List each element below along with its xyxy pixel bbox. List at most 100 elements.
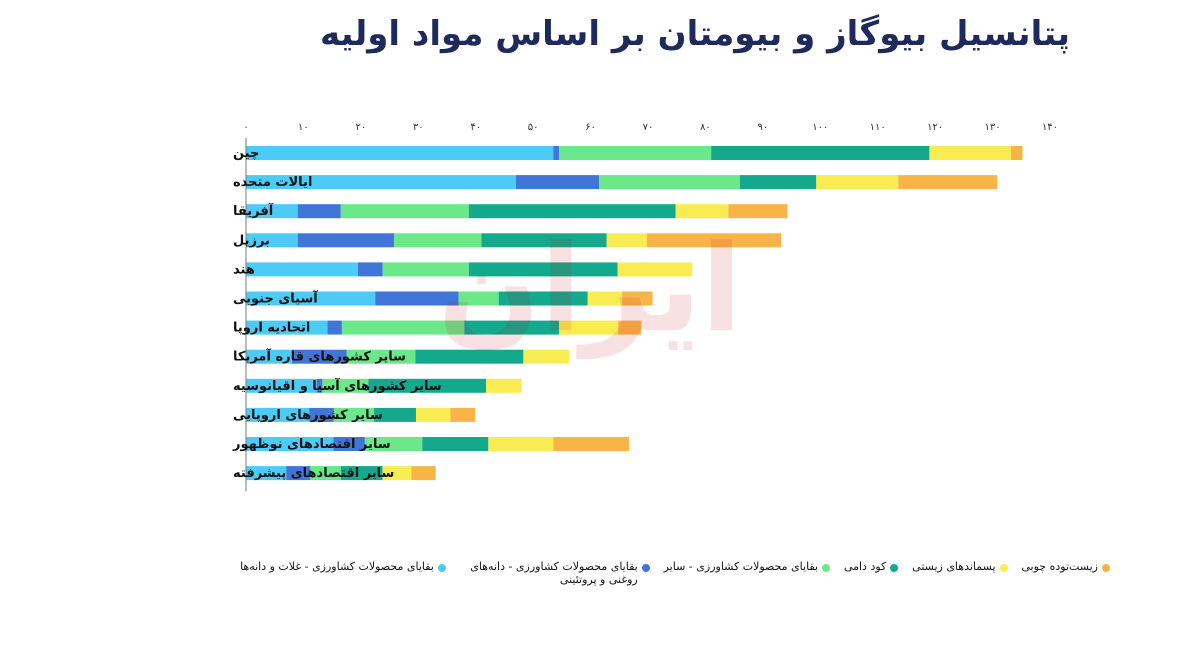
bar-segment: [675, 204, 729, 219]
bar-segment: [382, 262, 469, 277]
bar-segment: [327, 320, 342, 335]
bar-segment: [246, 320, 328, 335]
bar-segment: [333, 437, 365, 451]
x-tick-label: ۱۳۰: [985, 122, 1001, 133]
x-tick-label: ۱۲۰: [927, 122, 943, 133]
bar-segment: [488, 437, 554, 451]
bar-segment: [486, 378, 522, 393]
y-axis: چین ایالات متحده آفریقا برزیل هند آسیای جنوبی…: [232, 138, 442, 492]
bar-segment: [246, 291, 376, 306]
bar-segment: [599, 175, 740, 190]
bar-segment: [739, 175, 817, 190]
bar-segment: [468, 262, 618, 277]
bar-segment: [291, 349, 347, 364]
bar-segment: [523, 349, 570, 364]
x-tick-label: ۴۰: [470, 122, 481, 133]
bar-segment: [246, 262, 358, 277]
x-tick-label: ۱۰۰: [812, 122, 828, 133]
bar-segment: [364, 437, 423, 451]
category-label: ایالات متحده: [233, 175, 312, 190]
bar-segment: [394, 233, 482, 248]
bar-segment: [587, 291, 623, 306]
legend-item: بقایای محصولات کشاورزی - سایر: [663, 560, 831, 573]
bar-segment: [340, 466, 383, 481]
category-label: سایر کشورهای آسیا و اقیانوسیه: [233, 377, 442, 394]
x-tick-label: ۰: [243, 122, 248, 133]
bar-segment: [711, 146, 930, 160]
bar-segment: [382, 466, 412, 481]
legend-label: بقایای محصولات کشاورزی - دانه‌های روغنی …: [470, 560, 638, 586]
bar-segment: [618, 320, 642, 335]
bar-segment: [340, 204, 469, 219]
bar-segment: [558, 146, 712, 160]
legend-label: پسماندهای زیستی: [912, 560, 996, 573]
x-tick-label: ۸۰: [700, 122, 711, 133]
legend-swatch: [890, 564, 899, 572]
category-label: برزیل: [233, 233, 270, 248]
chart-legend: بقایای محصولات کشاورزی - غلات و دانه‌ها ب…: [240, 560, 1110, 586]
bar-segment: [415, 407, 451, 422]
legend-swatch: [822, 564, 831, 572]
legend-label: زیست‌توده چوبی: [1021, 560, 1098, 573]
bar-chart: ۰ ۱۰ ۲۰ ۳۰ ۴۰ ۵۰ ۶۰ ۷۰ ۸۰ ۹۰ ۱۰۰ ۱۱۰ ۱۲۰ ۱۳۰ ۱۴۰ چین ای…: [232, 122, 1058, 492]
bar-series: [246, 146, 1023, 481]
bar-segment: [246, 349, 292, 364]
bar-segment: [558, 320, 619, 335]
bar-segment: [246, 233, 298, 248]
legend-item: پسماندهای زیستی: [912, 560, 1008, 573]
bar-segment: [481, 233, 607, 248]
bar-segment: [646, 233, 782, 248]
bar-segment: [357, 262, 383, 277]
legend-label: بقایای محصولات کشاورزی - غلات و دانه‌ها: [240, 560, 434, 573]
bar-segment: [622, 291, 653, 306]
bar-segment: [309, 407, 334, 422]
bar-segment: [929, 146, 1011, 160]
bar-segment: [816, 175, 899, 190]
legend-label: کود دامی: [843, 560, 887, 573]
legend-item: زیست‌توده چوبی: [1021, 560, 1110, 573]
bar-segment: [422, 437, 489, 451]
category-label: سایر اقتصادهای نوظهور: [232, 437, 391, 452]
bar-segment: [515, 175, 600, 190]
legend-swatch: [437, 564, 446, 572]
bar-segment: [458, 291, 499, 306]
x-axis: ۰ ۱۰ ۲۰ ۳۰ ۴۰ ۵۰ ۶۰ ۷۰ ۸۰ ۹۰ ۱۰۰ ۱۱۰ ۱۲۰ ۱۳۰ ۱۴۰: [243, 122, 1058, 133]
bar-segment: [322, 378, 369, 393]
legend-swatch: [999, 564, 1008, 572]
x-tick-label: ۷۰: [643, 122, 654, 133]
legend-item: بقایای محصولات کشاورزی - دانه‌های روغنی …: [460, 560, 650, 586]
legend-swatch: [641, 564, 650, 572]
bar-segment: [316, 378, 323, 393]
bar-segment: [246, 466, 287, 481]
x-tick-label: ۱۱۰: [870, 122, 886, 133]
category-label: اتحادیه اروپا: [233, 321, 310, 336]
bar-segment: [297, 233, 395, 248]
bar-segment: [728, 204, 788, 219]
bar-segment: [375, 291, 459, 306]
bar-segment: [246, 437, 334, 451]
bar-segment: [246, 204, 298, 219]
category-label: سایر کشورهای اروپایی: [233, 408, 383, 423]
bar-segment: [450, 407, 476, 422]
chart-title: پتانسیل بیوگاز و بیومتان بر اساس مواد او…: [320, 14, 1070, 54]
legend-label: بقایای محصولات کشاورزی - سایر: [663, 560, 819, 573]
bar-segment: [606, 233, 647, 248]
bar-segment: [333, 407, 375, 422]
bar-segment: [898, 175, 998, 190]
x-tick-label: ۲۰: [355, 122, 366, 133]
category-label: آسیای جنوبی: [233, 290, 318, 307]
bar-segment: [246, 146, 554, 160]
bar-segment: [341, 320, 465, 335]
bar-segment: [297, 204, 341, 219]
bar-segment: [553, 146, 559, 160]
bar-segment: [368, 378, 487, 393]
bar-segment: [246, 378, 317, 393]
category-label: هند: [233, 262, 255, 277]
bar-segment: [411, 466, 436, 481]
x-tick-label: ۱۰: [298, 122, 309, 133]
x-tick-label: ۶۰: [585, 122, 596, 133]
bar-segment: [246, 175, 516, 190]
category-label: چین: [233, 146, 259, 161]
x-tick-label: ۳۰: [413, 122, 424, 133]
x-tick-label: ۹۰: [757, 122, 768, 133]
